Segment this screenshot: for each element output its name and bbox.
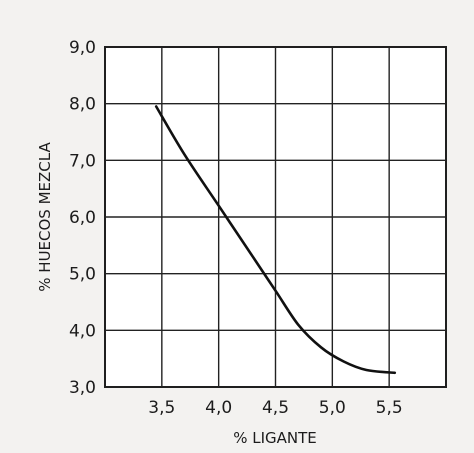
x-tick-label: 5,5 [376, 398, 403, 418]
y-tick-label: 5,0 [69, 265, 96, 285]
y-tick-label: 4,0 [69, 321, 96, 341]
y-tick-label: 9,0 [69, 38, 96, 58]
x-tick-label: 4,0 [205, 398, 232, 418]
x-tick-labels: 3,5 4,0 4,5 5,0 5,5 [148, 398, 402, 418]
y-tick-label: 6,0 [69, 208, 96, 228]
y-tick-label: 8,0 [69, 95, 96, 115]
x-tick-label: 4,5 [262, 398, 289, 418]
y-axis-title: % HUECOS MEZCLA [36, 142, 54, 292]
y-tick-labels: 3,0 4,0 5,0 6,0 7,0 8,0 9,0 [69, 38, 96, 398]
x-tick-label: 5,0 [319, 398, 346, 418]
y-tick-label: 3,0 [69, 378, 96, 398]
x-tick-label: 3,5 [148, 398, 175, 418]
y-tick-label: 7,0 [69, 151, 96, 171]
x-axis-title: % LIGANTE [233, 429, 317, 447]
